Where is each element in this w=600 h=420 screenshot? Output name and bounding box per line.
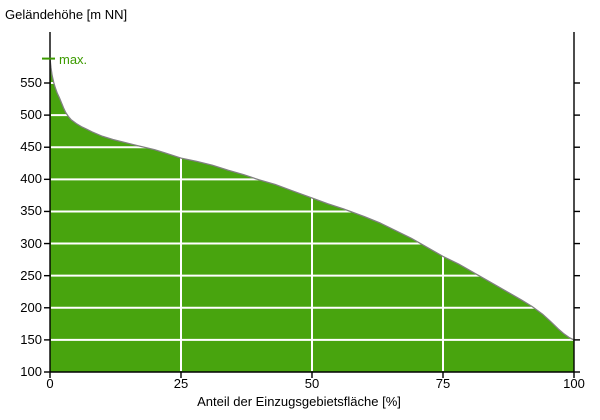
- y-tick-label: 400: [20, 171, 42, 187]
- x-tick-label: 25: [173, 376, 189, 391]
- x-tick-label: 50: [304, 376, 320, 391]
- y-tick-label: 150: [20, 331, 42, 347]
- curve-edge: [49, 58, 575, 341]
- x-tick-label: 100: [563, 376, 585, 391]
- y-tick-label: 100: [20, 364, 42, 379]
- y-tick-label: 250: [20, 267, 42, 283]
- y-tick-label: 500: [20, 107, 42, 123]
- y-tick-label: 300: [20, 235, 42, 251]
- y-axis-title: Geländehöhe [m NN]: [5, 7, 128, 22]
- x-tick-label: 75: [435, 376, 451, 391]
- x-tick-label: 0: [46, 376, 54, 391]
- max-annotation-label: max.: [59, 52, 88, 67]
- y-tick-label: 550: [20, 75, 42, 90]
- y-tick-label: 350: [20, 203, 42, 219]
- y-tick-label: 450: [20, 139, 42, 155]
- y-tick-label: 200: [20, 299, 42, 315]
- x-axis-title: Anteil der Einzugsgebietsfläche [%]: [197, 394, 401, 409]
